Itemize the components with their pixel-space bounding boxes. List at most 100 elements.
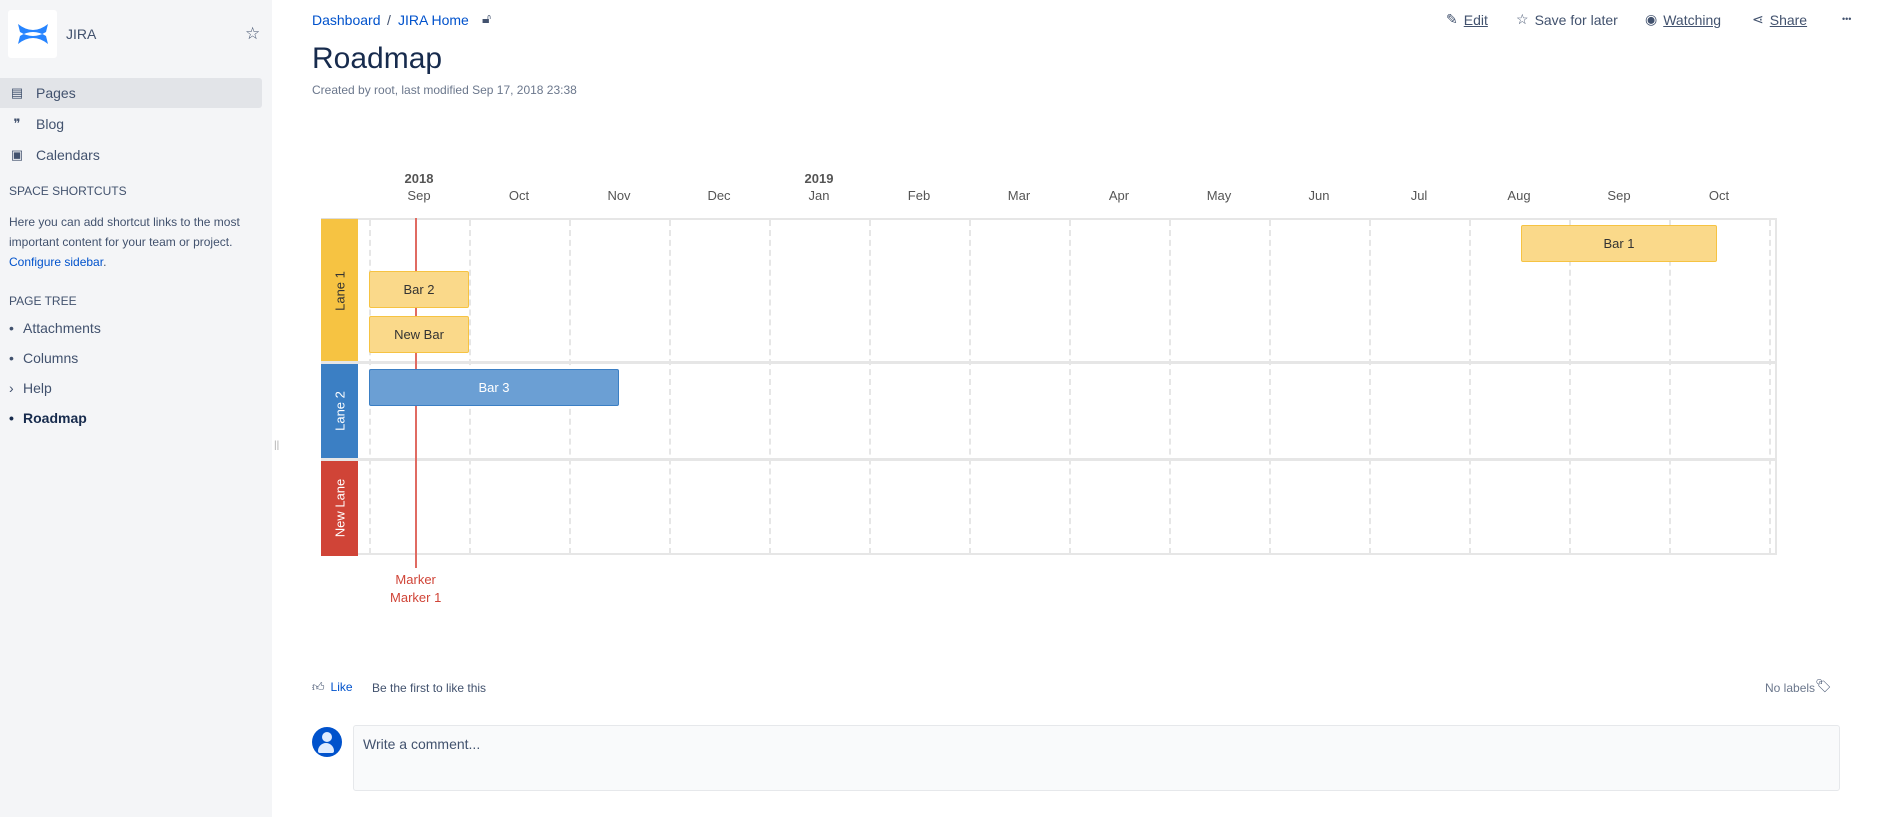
- sidebar-item-label: Pages: [36, 85, 76, 101]
- month-gridline: [1169, 220, 1171, 554]
- page-tree-item[interactable]: • Columns: [9, 350, 78, 366]
- lane-header[interactable]: Lane 2: [321, 362, 358, 459]
- month-label: Dec: [707, 188, 731, 203]
- year-label: 2018: [404, 171, 434, 186]
- month-label: Nov: [607, 188, 631, 203]
- like-summary: Be the first to like this: [372, 681, 487, 695]
- breadcrumb-jira-home[interactable]: JIRA Home: [398, 12, 469, 28]
- month-label: Oct: [1708, 188, 1730, 203]
- year-label: 2019: [804, 171, 834, 186]
- month-gridline: [1069, 220, 1071, 554]
- page-tree-label: Columns: [23, 350, 79, 366]
- month-gridline: [1369, 220, 1371, 554]
- save-for-later-button[interactable]: ☆ Save for later: [1516, 11, 1618, 28]
- sidebar-item-pages[interactable]: ▤ Pages: [0, 78, 262, 108]
- space-shortcuts-heading: SPACE SHORTCUTS: [9, 184, 127, 198]
- month-label: Aug: [1507, 188, 1531, 203]
- sidebar-item-label: Blog: [36, 116, 65, 132]
- pencil-icon: ✎: [1446, 11, 1458, 27]
- month-gridline: [1569, 220, 1571, 554]
- page-tree-item[interactable]: • Attachments: [9, 320, 101, 336]
- month-label: Mar: [1007, 188, 1031, 203]
- month-gridline: [1669, 220, 1671, 554]
- sidebar-resize-handle[interactable]: ||: [274, 440, 280, 451]
- roadmap-bar[interactable]: Bar 1: [1520, 225, 1718, 262]
- like-button[interactable]: 👍︎ Like: [312, 680, 353, 694]
- share-button[interactable]: ⋖ Share: [1752, 11, 1808, 28]
- configure-sidebar-link[interactable]: Configure sidebar: [9, 255, 104, 269]
- sidebar-item-calendars[interactable]: ▣ Calendars: [0, 140, 262, 170]
- lane-header[interactable]: Lane 1: [321, 218, 358, 362]
- star-icon: ☆: [1516, 11, 1529, 27]
- chart-frame: [321, 218, 1777, 555]
- quote-icon: ❞: [13, 116, 21, 131]
- space-logo[interactable]: [8, 10, 57, 58]
- sidebar: JIRA ☆ ▤ Pages ❞ Blog ▣ Calendars SPACE SHORT…: [0, 0, 279, 817]
- page-tree-heading: PAGE TREE: [9, 294, 77, 308]
- comment-input[interactable]: Write a comment...: [353, 725, 1840, 791]
- page-tree-item[interactable]: › Help: [9, 380, 52, 396]
- page-tree-label: Help: [23, 380, 52, 396]
- month-gridline: [1769, 220, 1771, 554]
- thumbs-up-icon: 👍︎: [312, 680, 325, 694]
- month-gridline: [769, 220, 771, 554]
- month-label: Sep: [1607, 188, 1631, 203]
- labels-text: No labels: [1765, 681, 1816, 695]
- bar-title: New Bar: [394, 327, 444, 342]
- breadcrumb-separator: /: [387, 12, 391, 28]
- month-gridline: [369, 220, 371, 554]
- roadmap-bar[interactable]: Bar 2: [369, 270, 469, 308]
- page-tree-item[interactable]: • Roadmap: [9, 410, 87, 426]
- lane-title: Lane 1: [332, 270, 347, 311]
- bar-title: Bar 3: [478, 380, 510, 395]
- roadmap-bar[interactable]: New Bar: [369, 316, 469, 353]
- unlock-icon[interactable]: 🔓︎: [482, 10, 492, 26]
- bar-title: Bar 2: [403, 281, 435, 297]
- month-gridline: [569, 220, 571, 554]
- edit-button[interactable]: ✎ Edit: [1446, 11, 1488, 28]
- page-metadata: Created by root, last modified Sep 17, 2…: [312, 83, 577, 97]
- calendar-icon: ▣: [10, 147, 24, 162]
- marker-label[interactable]: Marker 1: [390, 590, 442, 605]
- month-gridline: [869, 220, 871, 554]
- month-label: May: [1206, 188, 1232, 203]
- month-label: Sep: [407, 188, 431, 203]
- sidebar-item-label: Calendars: [36, 147, 100, 163]
- month-gridline: [1469, 220, 1471, 554]
- roadmap-bar[interactable]: Bar 3: [369, 369, 619, 406]
- bullet-icon: •: [9, 350, 14, 366]
- space-name[interactable]: JIRA: [66, 26, 97, 42]
- page-tree-label: Attachments: [23, 320, 101, 336]
- lane-title: New Lane: [332, 478, 347, 538]
- breadcrumb-dashboard[interactable]: Dashboard: [312, 12, 381, 28]
- marker-label[interactable]: Marker: [395, 572, 436, 587]
- page-title: Roadmap: [312, 42, 443, 75]
- marker-line: [414, 218, 417, 568]
- share-icon: ⋖: [1752, 11, 1764, 27]
- month-label: Oct: [508, 188, 530, 203]
- lane-header[interactable]: New Lane: [321, 459, 358, 556]
- month-gridline: [1269, 220, 1271, 554]
- more-actions-button[interactable]: •••: [1842, 14, 1852, 24]
- month-label: Feb: [907, 188, 931, 203]
- watching-button[interactable]: ◉ Watching: [1645, 11, 1722, 28]
- star-icon[interactable]: ☆: [245, 24, 261, 43]
- lane-divider: [321, 361, 1777, 364]
- bullet-icon: •: [9, 410, 14, 426]
- sidebar-item-blog[interactable]: ❞ Blog: [0, 109, 262, 139]
- lane-title: Lane 2: [332, 391, 347, 431]
- page-tree-label: Roadmap: [23, 410, 87, 426]
- tag-icon[interactable]: 🏷︎: [1815, 678, 1832, 693]
- month-gridline: [669, 220, 671, 554]
- month-gridline: [969, 220, 971, 554]
- bar-title: Bar 1: [1603, 236, 1635, 251]
- month-label: Jan: [808, 188, 830, 203]
- month-label: Jul: [1410, 188, 1428, 203]
- shortcuts-help: Here you can add shortcut links to the m…: [9, 215, 240, 269]
- eye-icon: ◉: [1645, 11, 1658, 27]
- month-label: Jun: [1308, 188, 1330, 203]
- lane-divider: [321, 458, 1777, 461]
- user-avatar: [312, 727, 342, 757]
- chevron-right-icon[interactable]: ›: [9, 380, 14, 396]
